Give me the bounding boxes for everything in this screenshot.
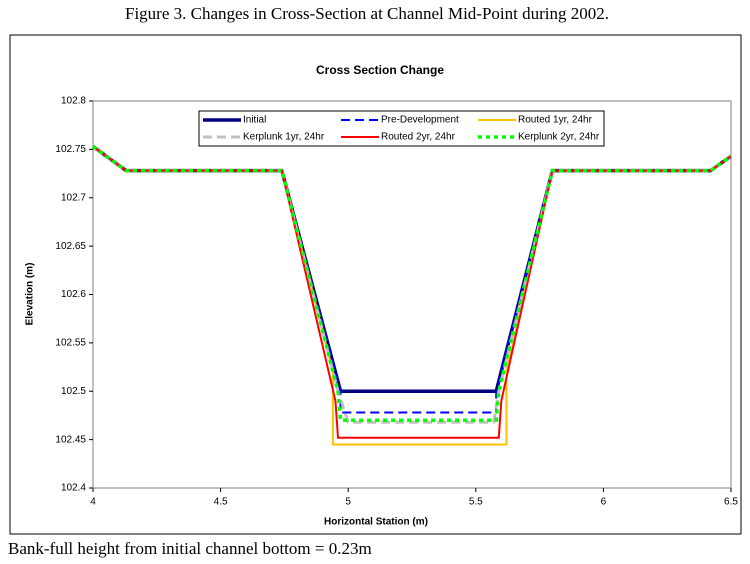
y-tick-label: 102.5 (61, 386, 86, 397)
x-tick-label: 6.5 (724, 497, 738, 508)
x-tick-label: 6 (601, 497, 607, 508)
legend-label: Pre-Development (381, 115, 459, 126)
y-tick-label: 102.45 (55, 434, 86, 445)
series-line (91, 145, 733, 423)
x-axis-label: Horizontal Station (m) (324, 517, 428, 528)
y-axis-label: Elevation (m) (25, 263, 36, 326)
x-tick-label: 4 (90, 497, 96, 508)
chart-title: Cross Section Change (316, 63, 444, 77)
legend-label: Routed 2yr, 24hr (381, 132, 456, 143)
y-tick-label: 102.6 (61, 289, 86, 300)
legend-box (198, 110, 605, 147)
legend-label: Kerplunk 2yr, 24hr (518, 132, 600, 143)
chart-frame (9, 34, 742, 535)
legend-label: Routed 1yr, 24hr (518, 115, 593, 126)
figure-caption: Figure 3. Changes in Cross-Section at Ch… (125, 4, 609, 23)
y-tick-label: 102.8 (61, 96, 86, 107)
legend-label: Kerplunk 1yr, 24hr (243, 132, 325, 143)
y-tick-label: 102.4 (61, 483, 86, 494)
x-tick-label: 5 (345, 497, 351, 508)
x-tick-label: 4.5 (214, 497, 228, 508)
y-tick-label: 102.75 (55, 144, 86, 155)
y-tick-label: 102.65 (55, 241, 86, 252)
x-tick-label: 5.5 (469, 497, 483, 508)
note: Bank-full height from initial channel bo… (8, 539, 372, 558)
legend-label: Initial (243, 115, 266, 126)
y-tick-label: 102.55 (55, 338, 86, 349)
y-tick-label: 102.7 (61, 192, 86, 203)
